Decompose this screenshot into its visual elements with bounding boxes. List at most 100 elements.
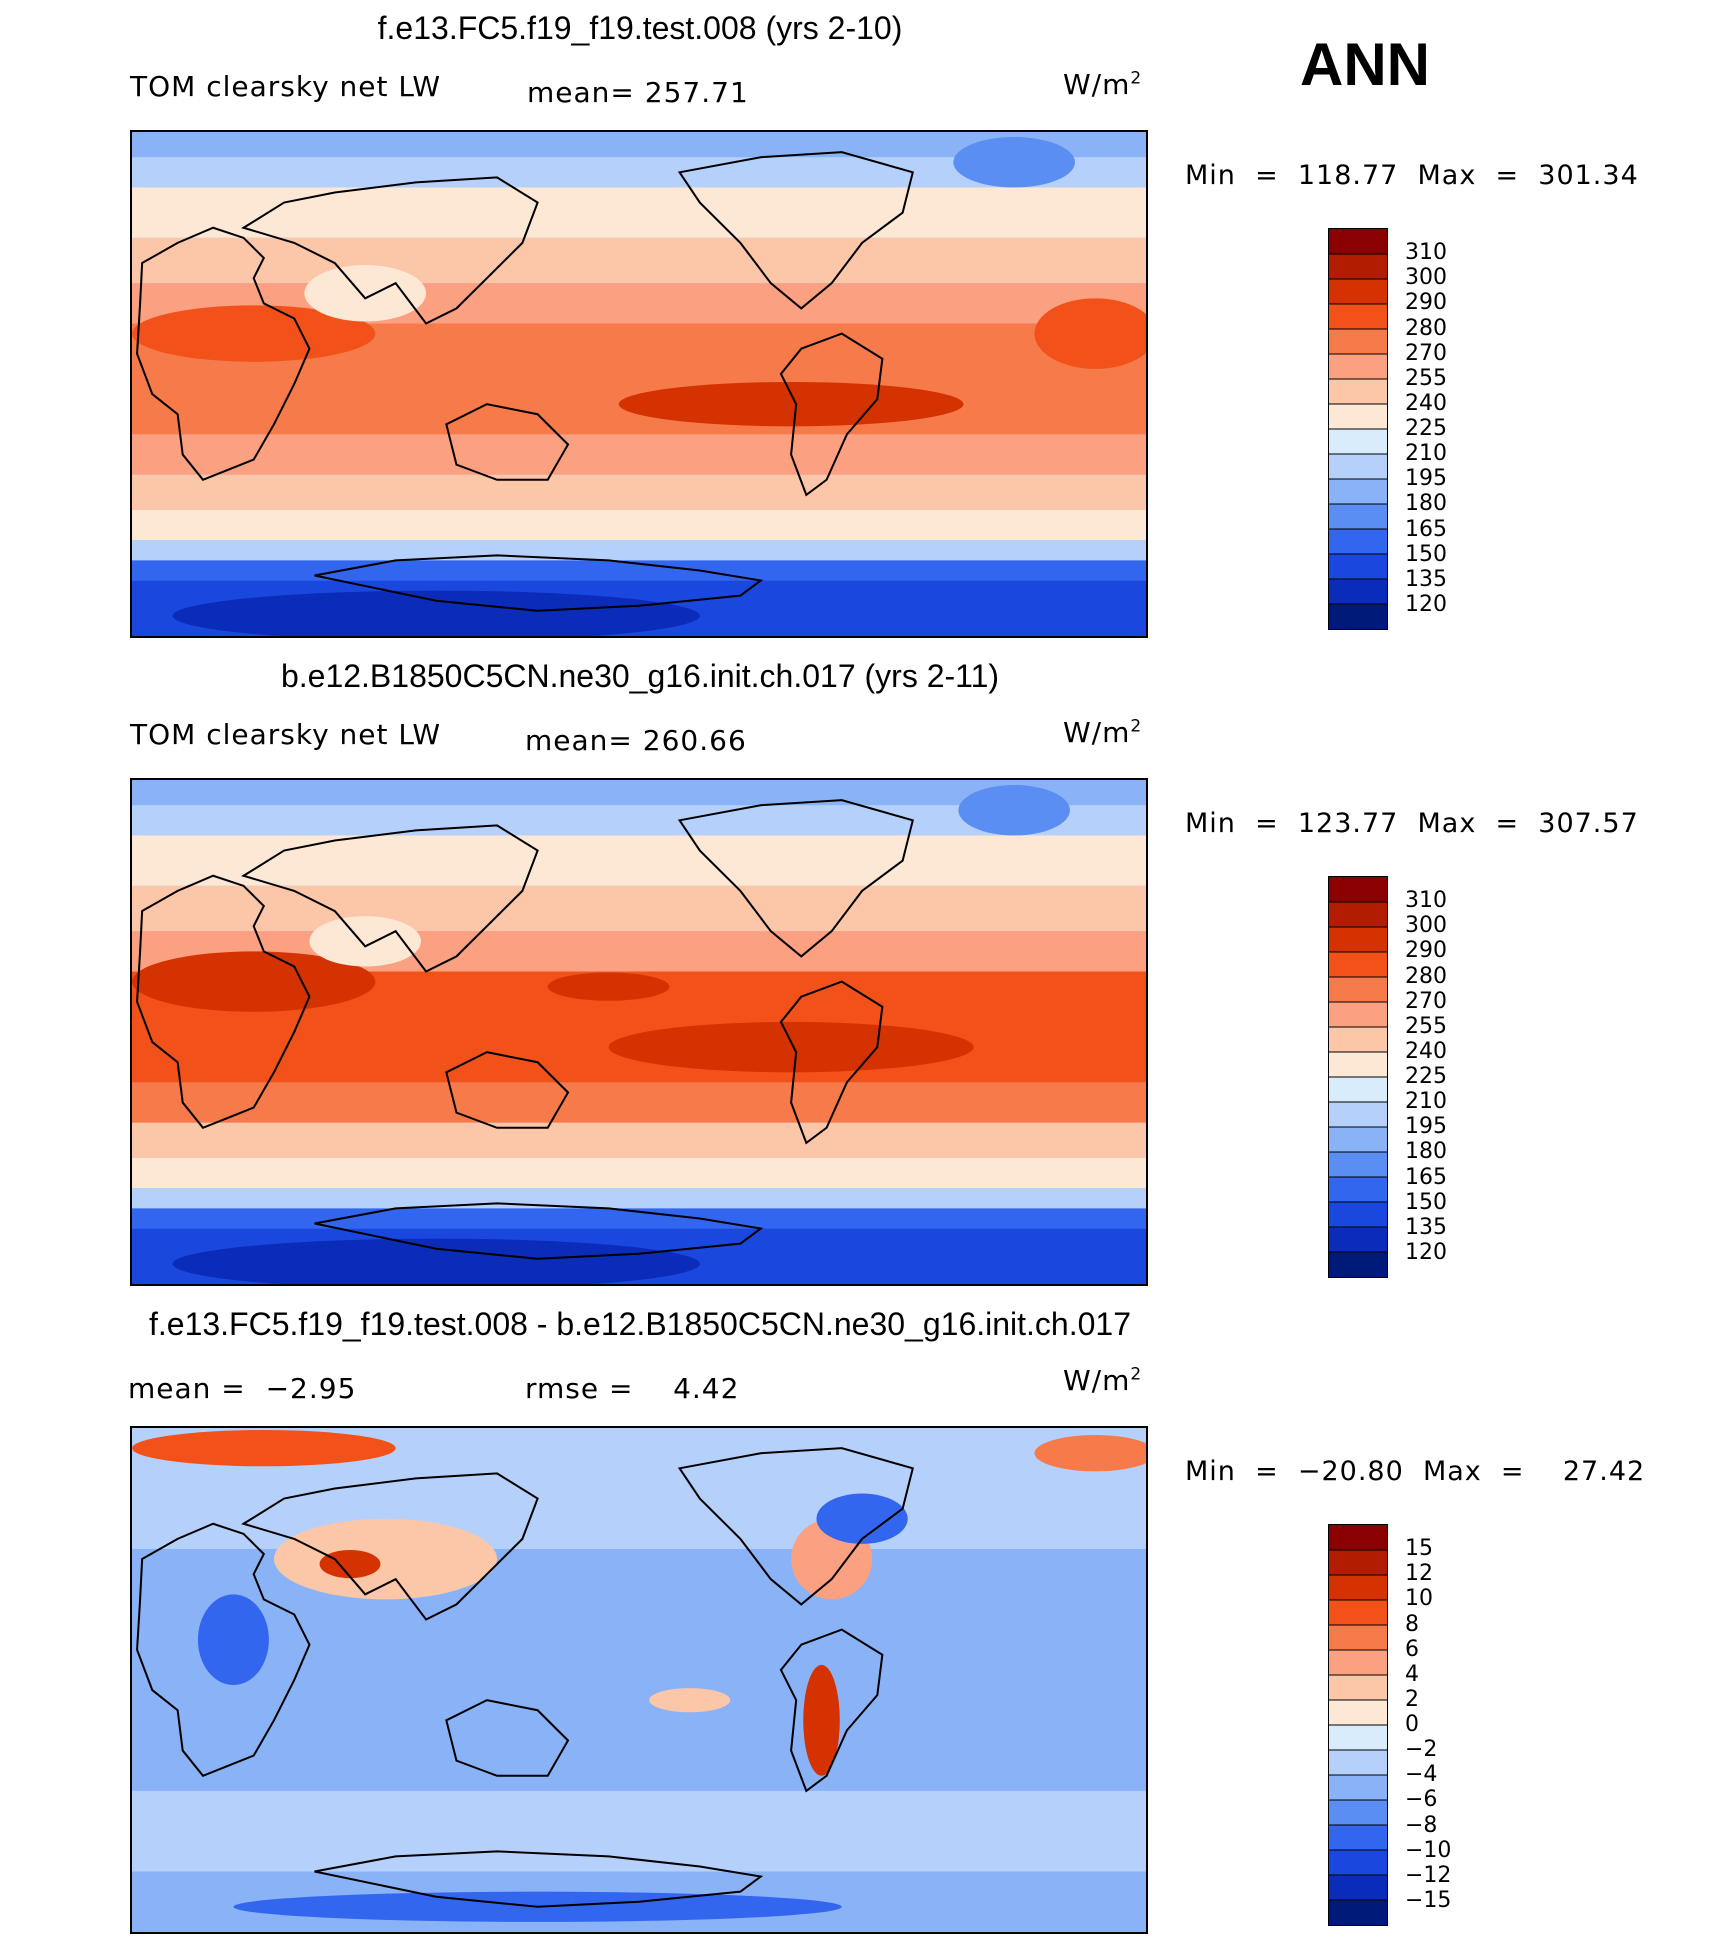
colorbar-tick-label: 300 — [1405, 913, 1447, 939]
colorbar-tick-label: 15 — [1405, 1536, 1433, 1562]
colorbar — [1328, 228, 1388, 630]
coastlines — [136, 1447, 915, 1908]
north-america-outline — [677, 151, 915, 310]
colorbar — [1328, 1524, 1388, 1926]
colorbar-swatch — [1329, 379, 1387, 405]
colorbar-swatch — [1329, 1127, 1387, 1153]
map-plot — [130, 778, 1148, 1286]
panel-model-1: f.e13.FC5.f19_f19.test.008 (yrs 2-10) TO… — [0, 0, 1710, 650]
map-band — [132, 510, 1146, 541]
map-blob — [172, 1238, 700, 1284]
colorbar-swatch — [1329, 1600, 1387, 1626]
colorbar-tick-label: 2 — [1405, 1686, 1419, 1712]
units-exponent: 2 — [1130, 716, 1143, 737]
colorbar-swatch — [1329, 1152, 1387, 1178]
colorbar-swatch — [1329, 1900, 1387, 1925]
colorbar-swatch — [1329, 1177, 1387, 1203]
map-band — [132, 1082, 1146, 1123]
colorbar-tick-label: 210 — [1405, 1089, 1447, 1115]
colorbar-ticks: 15 12 10 8 6 4 2 0 −2 −4 −6 −8 −10 −12 −15 — [1405, 1524, 1485, 1926]
colorbar-swatch — [1329, 927, 1387, 953]
map-band — [132, 474, 1146, 510]
colorbar-swatch — [1329, 1525, 1387, 1551]
australia-outline — [445, 1699, 570, 1777]
mean-stat: mean= 260.66 — [525, 724, 747, 757]
north-america-outline — [677, 1447, 915, 1606]
map-blob — [803, 1664, 840, 1776]
colorbar-tick-label: 255 — [1405, 365, 1447, 391]
colorbar-swatch — [1329, 1675, 1387, 1701]
variable-label: TOM clearsky net LW — [130, 70, 442, 103]
mean-label: mean = — [128, 1372, 246, 1405]
units-text: W/m — [1063, 68, 1131, 101]
map-band — [132, 1158, 1146, 1189]
map-band — [132, 1188, 1146, 1209]
colorbar-swatch — [1329, 279, 1387, 305]
units-text: W/m — [1063, 1364, 1131, 1397]
panel-title: b.e12.B1850C5CN.ne30_g16.init.ch.017 (yr… — [280, 658, 1000, 694]
colorbar-tick-label: 195 — [1405, 1114, 1447, 1140]
colorbar-tick-label: 165 — [1405, 1164, 1447, 1190]
colorbar-swatch — [1329, 504, 1387, 530]
mean-stat: mean = −2.95 — [128, 1372, 356, 1405]
colorbar-swatch — [1329, 529, 1387, 555]
colorbar-tick-label: −2 — [1405, 1737, 1438, 1763]
map-blob — [132, 951, 376, 1012]
mean-label: mean= — [527, 76, 635, 109]
colorbar-tick-label: 135 — [1405, 1214, 1447, 1240]
colorbar-tick-label: 280 — [1405, 315, 1447, 341]
map-band — [132, 540, 1146, 561]
variable-label: TOM clearsky net LW — [130, 718, 442, 751]
map-svg — [132, 1428, 1146, 1932]
colorbar-tick-label: 12 — [1405, 1561, 1433, 1587]
antarctica-outline — [314, 1202, 764, 1260]
map-band — [132, 835, 1146, 886]
map-blob — [1034, 1435, 1146, 1472]
map-band — [132, 434, 1146, 475]
colorbar-swatch — [1329, 479, 1387, 505]
map-blob — [649, 1688, 731, 1713]
colorbar-tick-label: 4 — [1405, 1661, 1419, 1687]
map-blob — [608, 1021, 974, 1073]
colorbar-swatch — [1329, 1252, 1387, 1277]
colorbar-swatch — [1329, 1850, 1387, 1876]
colorbar-swatch — [1329, 354, 1387, 380]
colorbar-swatch — [1329, 1052, 1387, 1078]
map-blob — [618, 381, 964, 427]
colorbar-tick-label: 150 — [1405, 1189, 1447, 1215]
map-blob — [304, 265, 427, 322]
colorbar-swatch — [1329, 454, 1387, 480]
map-blob — [547, 972, 670, 1001]
min-max-label: Min = 123.77 Max = 307.57 — [1185, 808, 1639, 839]
colorbar-swatch — [1329, 1102, 1387, 1128]
colorbar-ticks: 310 300 290 280 270 255 240 225 210 195 180 165 150 1… — [1405, 876, 1485, 1278]
south-america-outline — [779, 980, 884, 1145]
colorbar-swatch — [1329, 1550, 1387, 1576]
map-blob — [273, 1518, 498, 1600]
colorbar-tick-label: −8 — [1405, 1812, 1438, 1838]
colorbar-swatch — [1329, 1750, 1387, 1776]
season-label: ANN — [1300, 31, 1430, 98]
colorbar-svg — [1329, 877, 1387, 1277]
colorbar-tick-label: 0 — [1405, 1712, 1419, 1737]
colorbar-swatch — [1329, 304, 1387, 330]
map-blob — [132, 305, 376, 362]
colorbar-tick-label: 120 — [1405, 1239, 1447, 1265]
colorbar-swatch — [1329, 1725, 1387, 1751]
colorbar-swatch — [1329, 1227, 1387, 1253]
colorbar-swatch — [1329, 1650, 1387, 1676]
colorbar-tick-label: 10 — [1405, 1586, 1433, 1612]
map-band — [132, 560, 1146, 581]
mean-value: 257.71 — [644, 76, 749, 109]
units-label: W/m2 — [1063, 716, 1142, 749]
colorbar-svg — [1329, 1525, 1387, 1925]
min-max-label: Min = −20.80 Max = 27.42 — [1185, 1456, 1646, 1487]
colorbar-tick-label: 165 — [1405, 516, 1447, 542]
colorbar-swatch — [1329, 429, 1387, 455]
coastlines — [136, 151, 915, 612]
colorbar-swatch — [1329, 254, 1387, 280]
africa-outline — [136, 226, 311, 481]
map-band — [132, 1122, 1146, 1158]
units-label: W/m2 — [1063, 68, 1142, 101]
colorbar-swatch — [1329, 1077, 1387, 1103]
